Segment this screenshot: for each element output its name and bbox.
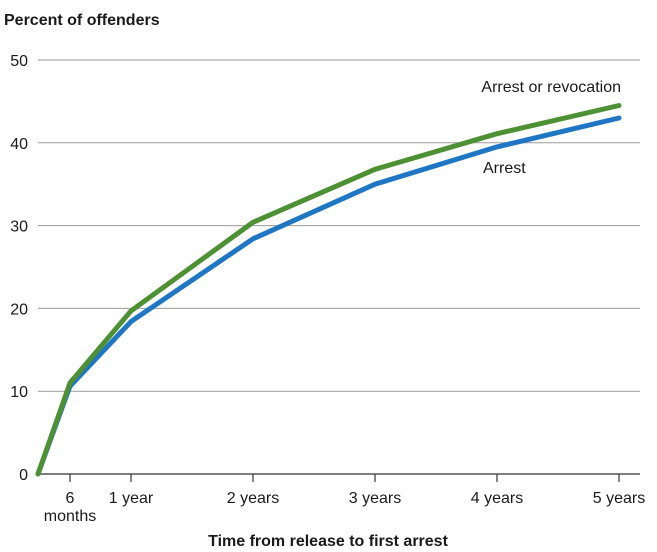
y-tick-label: 20 — [10, 301, 28, 318]
x-axis-title: Time from release to first arrest — [208, 533, 448, 550]
series-lines — [35, 103, 622, 477]
series-label-arrest-or-revocation: Arrest or revocation — [481, 79, 621, 96]
y-tick-label: 50 — [10, 53, 28, 70]
y-axis-title: Percent of offenders — [4, 12, 160, 29]
x-tick-label: 4 years — [471, 490, 523, 507]
x-tick-label: 6 — [66, 490, 75, 507]
y-tick-label: 40 — [10, 136, 28, 153]
x-tick-label: 2 years — [227, 490, 279, 507]
series-line-arrest-or-revocation — [35, 103, 622, 477]
axes — [38, 473, 640, 482]
gridlines — [38, 59, 640, 392]
x-tick-label-line2: months — [44, 508, 96, 525]
x-tick-label: 1 year — [109, 490, 154, 507]
x-tick-label: 5 years — [593, 490, 645, 507]
y-tick-label: 0 — [19, 467, 28, 484]
x-tick-label: 3 years — [349, 490, 401, 507]
series-label-arrest: Arrest — [483, 160, 526, 177]
y-tick-label: 30 — [10, 219, 28, 236]
series-line-arrest — [35, 115, 622, 477]
y-tick-label: 10 — [10, 384, 28, 401]
